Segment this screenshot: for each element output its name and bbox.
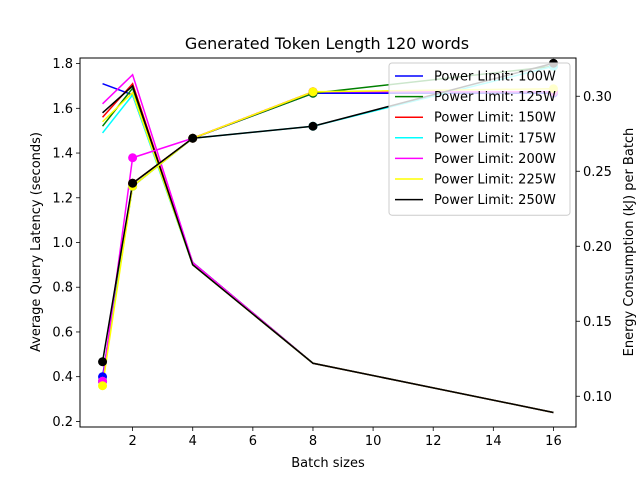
y-tick-label: 0.6: [52, 325, 73, 340]
energy-point-series-5-batch-2: [128, 153, 138, 163]
legend-box: [388, 62, 571, 216]
legend-label: Power Limit: 100W: [434, 70, 556, 85]
y-tick-label: 1.8: [52, 57, 73, 72]
energy-point-series-7-batch-1: [98, 357, 108, 367]
energy-point-series-7-batch-8: [308, 121, 318, 131]
energy-point-series-7-batch-4: [188, 133, 198, 143]
x-tick-label: 14: [485, 434, 502, 449]
latency-line-series-7: [102, 84, 554, 414]
legend-label: Power Limit: 225W: [434, 173, 556, 188]
legend-label: Power Limit: 150W: [434, 111, 556, 126]
y-axis-title: Average Query Latency (seconds): [29, 132, 44, 352]
x-tick-label: 12: [425, 434, 442, 449]
x-tick-label: 8: [309, 434, 317, 449]
y2-axis-title: Energy Consumption (kJ) per Batch: [622, 128, 637, 357]
energy-point-series-7-batch-2: [128, 178, 138, 188]
y-axis-ticks: 0.2 0.4 0.6 0.8 1.0 1.2 1.4 1.6 1.8: [52, 57, 80, 430]
legend-label: Power Limit: 200W: [434, 152, 556, 167]
y2-tick-label: 0.20: [583, 240, 612, 255]
x-axis-ticks: 2 4 6 8 10 12 14 16: [128, 427, 562, 449]
y2-tick-label: 0.30: [583, 90, 612, 105]
energy-point-series-6-batch-1: [98, 381, 108, 391]
x-tick-label: 10: [365, 434, 382, 449]
y-tick-label: 0.2: [52, 415, 73, 430]
y2-tick-label: 0.15: [583, 315, 612, 330]
legend-label: Power Limit: 125W: [434, 90, 556, 105]
legend-label: Power Limit: 250W: [434, 193, 556, 208]
x-tick-label: 16: [545, 434, 562, 449]
y-tick-label: 0.4: [52, 370, 73, 385]
x-tick-label: 6: [249, 434, 257, 449]
y-tick-label: 1.0: [52, 236, 73, 251]
energy-point-series-6-batch-8: [308, 87, 318, 97]
y2-tick-label: 0.25: [583, 165, 612, 180]
y-tick-label: 1.2: [52, 191, 73, 206]
y-tick-label: 0.8: [52, 281, 73, 296]
y-tick-label: 1.6: [52, 102, 73, 117]
y-tick-label: 1.4: [52, 147, 73, 162]
x-tick-label: 4: [189, 434, 197, 449]
legend: Power Limit: 100W Power Limit: 125W Power …: [388, 62, 571, 216]
legend-label: Power Limit: 175W: [434, 131, 556, 146]
y2-axis-ticks: 0.10 0.15 0.20 0.25 0.30: [576, 90, 612, 405]
y2-tick-label: 0.10: [583, 390, 612, 405]
chart-title: Generated Token Length 120 words: [185, 34, 469, 53]
x-tick-label: 2: [128, 434, 136, 449]
x-axis-title: Batch sizes: [291, 456, 365, 471]
